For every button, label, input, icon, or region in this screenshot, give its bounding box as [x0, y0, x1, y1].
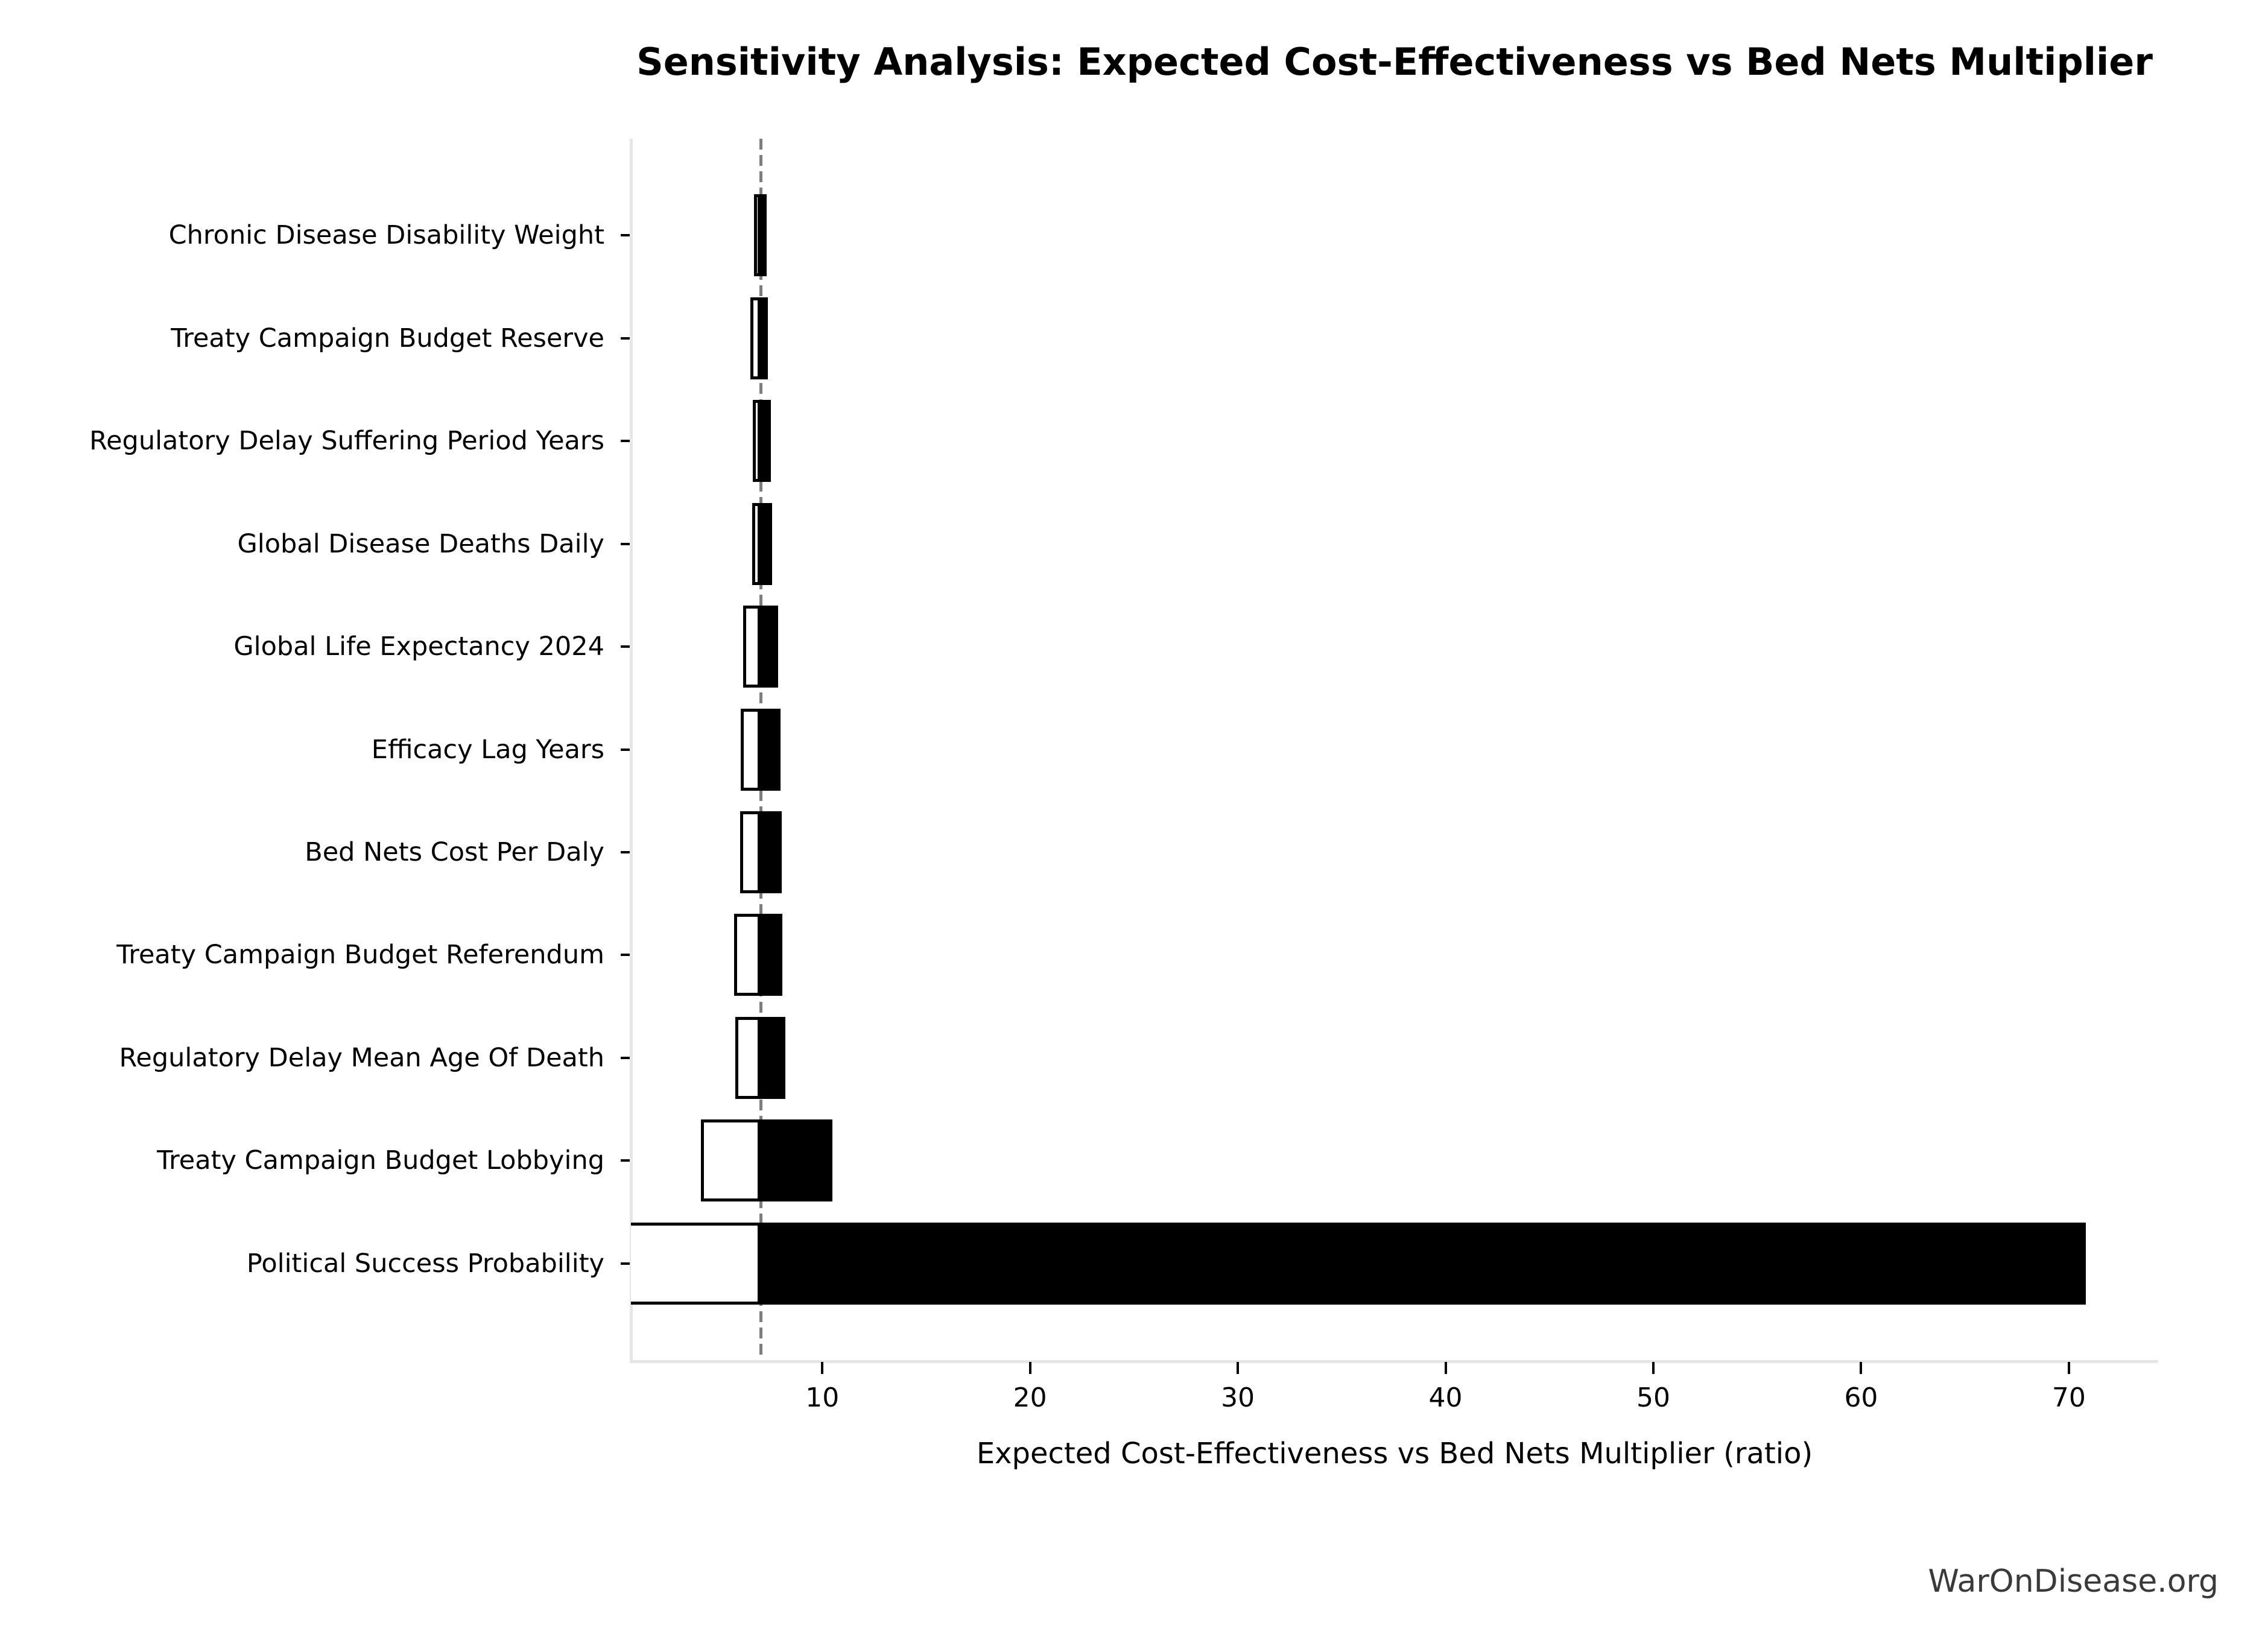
x-tick-label: 40 — [1428, 1382, 1463, 1413]
low-value-bar — [740, 708, 761, 791]
y-tick-mark — [621, 748, 630, 751]
high-value-bar — [761, 194, 767, 277]
y-axis-label: Global Disease Deaths Daily — [237, 528, 604, 559]
y-axis-label: Treaty Campaign Budget Lobbying — [157, 1145, 604, 1176]
y-tick-mark — [621, 1262, 630, 1265]
high-value-bar — [761, 1119, 833, 1202]
low-value-bar — [743, 606, 761, 688]
x-axis-spine — [630, 1360, 2158, 1363]
high-value-bar — [761, 502, 773, 585]
low-value-bar — [754, 194, 761, 277]
low-value-bar — [701, 1119, 761, 1202]
high-value-bar — [761, 297, 768, 379]
low-value-bar — [740, 811, 761, 893]
low-value-bar — [750, 297, 761, 379]
low-value-bar — [752, 400, 761, 483]
x-tick-mark — [2067, 1362, 2070, 1374]
watermark: WarOnDisease.org — [1928, 1563, 2219, 1600]
x-tick-label: 10 — [805, 1382, 840, 1413]
high-value-bar — [761, 708, 781, 791]
low-value-bar — [631, 1222, 761, 1305]
high-value-bar — [761, 606, 778, 688]
y-axis-label: Political Success Probability — [246, 1248, 604, 1279]
y-axis-label: Treaty Campaign Budget Referendum — [116, 940, 604, 970]
x-tick-mark — [821, 1362, 824, 1374]
plot-area — [631, 139, 2158, 1360]
x-tick-mark — [1444, 1362, 1447, 1374]
chart-title: Sensitivity Analysis: Expected Cost-Effe… — [636, 40, 2153, 84]
y-axis-label: Regulatory Delay Mean Age Of Death — [119, 1042, 604, 1073]
x-tick-mark — [1860, 1362, 1863, 1374]
high-value-bar — [761, 1222, 2086, 1305]
y-tick-mark — [621, 850, 630, 853]
x-tick-mark — [1237, 1362, 1240, 1374]
y-tick-mark — [621, 542, 630, 545]
y-tick-mark — [621, 645, 630, 648]
y-axis-label: Global Life Expectancy 2024 — [233, 631, 604, 662]
y-tick-mark — [621, 954, 630, 957]
x-tick-label: 20 — [1013, 1382, 1047, 1413]
x-tick-label: 60 — [1844, 1382, 1878, 1413]
y-tick-mark — [621, 1159, 630, 1162]
low-value-bar — [733, 914, 761, 996]
x-tick-label: 70 — [2051, 1382, 2086, 1413]
low-value-bar — [735, 1016, 761, 1099]
y-axis-label: Bed Nets Cost Per Daly — [305, 837, 604, 867]
y-axis-label: Chronic Disease Disability Weight — [168, 220, 604, 251]
y-axis-label: Regulatory Delay Suffering Period Years — [89, 426, 604, 457]
y-tick-mark — [621, 234, 630, 237]
high-value-bar — [761, 1016, 786, 1099]
y-tick-mark — [621, 440, 630, 443]
high-value-bar — [761, 914, 783, 996]
y-tick-mark — [621, 337, 630, 340]
low-value-bar — [752, 502, 761, 585]
x-tick-label: 30 — [1221, 1382, 1255, 1413]
x-tick-label: 50 — [1636, 1382, 1670, 1413]
high-value-bar — [761, 400, 771, 483]
x-axis-label: Expected Cost-Effectiveness vs Bed Nets … — [976, 1437, 1813, 1470]
y-axis-spine — [630, 139, 633, 1363]
y-axis-label: Efficacy Lag Years — [371, 734, 604, 765]
x-tick-mark — [1028, 1362, 1031, 1374]
y-tick-mark — [621, 1056, 630, 1059]
x-tick-mark — [1652, 1362, 1655, 1374]
y-axis-label: Treaty Campaign Budget Reserve — [171, 323, 604, 353]
high-value-bar — [761, 811, 782, 893]
